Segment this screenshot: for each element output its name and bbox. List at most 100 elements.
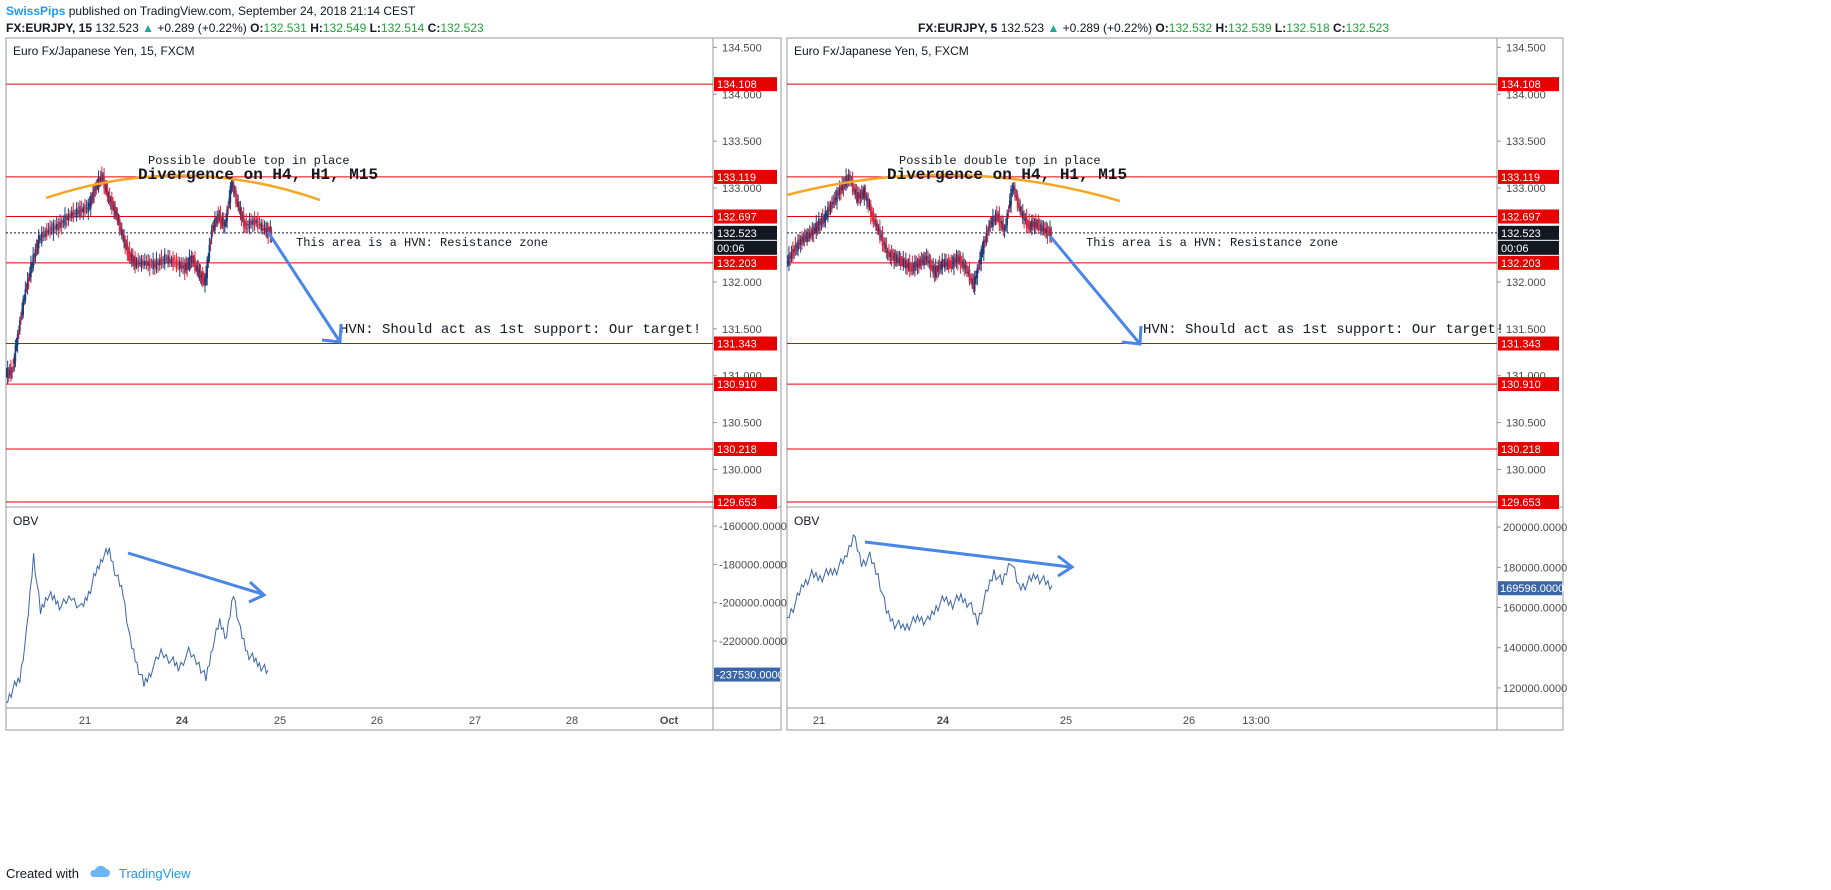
candle-body: [125, 245, 128, 247]
candle-body: [122, 234, 124, 239]
candle-body: [247, 224, 249, 226]
candle-body: [949, 264, 951, 266]
candle-body: [121, 230, 123, 236]
price-tick-label: 133.500: [1506, 136, 1546, 148]
low-value: 132.514: [380, 21, 425, 35]
candle-body: [95, 183, 98, 191]
candle-body: [931, 265, 933, 268]
level-label: 132.697: [717, 212, 757, 224]
candle-body: [959, 255, 962, 267]
candle-body: [957, 254, 959, 264]
candle-body: [1016, 194, 1019, 208]
price-tick-label: 133.000: [1506, 183, 1546, 195]
candle-body: [140, 258, 143, 268]
candle-body: [890, 250, 893, 261]
candle-body: [862, 193, 864, 195]
candle-body: [834, 197, 837, 200]
low-label: L:: [1274, 21, 1287, 35]
candle-body: [88, 203, 91, 207]
candle-body: [1031, 219, 1033, 230]
candle-body: [269, 227, 272, 237]
candle-body: [898, 258, 901, 263]
candle-body: [798, 242, 801, 246]
candle-body: [806, 231, 808, 243]
candle-body: [165, 258, 168, 260]
candle-body: [864, 192, 867, 197]
candle-body: [75, 207, 78, 218]
candle-body: [157, 261, 159, 266]
candle-body: [842, 181, 845, 190]
candle-body: [57, 221, 60, 231]
candle-body: [855, 191, 858, 200]
candle-body: [111, 197, 113, 210]
candle-body: [832, 202, 834, 205]
candle-body: [267, 226, 269, 237]
level-label: 132.203: [717, 258, 757, 270]
footer: Created with TradingView: [6, 865, 191, 882]
candle-body: [831, 202, 833, 210]
candle-body: [827, 206, 829, 219]
candle-body: [892, 256, 894, 258]
candle-body: [815, 222, 818, 234]
candle-body: [114, 206, 116, 214]
candle-body: [248, 218, 251, 229]
candle-body: [34, 249, 37, 258]
candle-body: [266, 228, 268, 234]
candle-body: [836, 190, 838, 203]
candle-body: [115, 210, 118, 217]
chart-pane-1: Euro Fx/Japanese Yen, 15, FXCM 134.500 134…: [5, 37, 787, 731]
candle-body: [45, 228, 48, 237]
candle-body: [258, 224, 261, 226]
candle-body: [189, 259, 192, 263]
candle-body: [1042, 227, 1045, 232]
candle-body: [889, 252, 892, 257]
candle-body: [921, 260, 924, 262]
time-tick-label: 21: [813, 715, 825, 727]
obv-tick-label: 160000.0000: [1503, 603, 1567, 615]
candle-body: [970, 277, 972, 281]
candle-body: [927, 256, 929, 264]
candle-body: [42, 234, 45, 238]
candle-body: [167, 255, 169, 264]
candle-body: [40, 231, 43, 243]
candle-body: [128, 249, 131, 260]
candle-body: [807, 234, 810, 239]
candle-body: [792, 249, 794, 257]
candle-body: [1025, 216, 1028, 228]
candle-body: [82, 206, 85, 213]
candle-body: [837, 192, 840, 196]
candle-body: [976, 267, 979, 278]
candle-body: [12, 366, 15, 369]
candle-body: [244, 222, 246, 226]
candle-body: [92, 191, 94, 200]
candle-body: [215, 220, 217, 224]
candle-body: [59, 221, 61, 228]
candle-body: [190, 256, 193, 263]
level-label-bg: [1498, 255, 1559, 270]
symbol-label[interactable]: FX:EURJPY, 5: [918, 21, 998, 35]
candle-body: [895, 254, 898, 264]
candle-body: [94, 188, 97, 192]
obv-tick-label: -200000.0000: [719, 598, 787, 610]
symbol-label[interactable]: FX:EURJPY, 15: [6, 21, 93, 35]
candle-body: [182, 264, 184, 269]
candle-body: [945, 261, 947, 267]
candle-body: [80, 208, 83, 213]
candle-body: [960, 261, 963, 264]
candle-body: [811, 229, 814, 236]
tradingview-link[interactable]: TradingView: [118, 866, 191, 881]
candle-body: [19, 320, 21, 332]
candle-body: [89, 195, 92, 209]
candle-body: [821, 216, 824, 225]
time-tick-label: 28: [566, 715, 578, 727]
candle-body: [932, 265, 934, 273]
candle-body: [55, 224, 58, 230]
candle-body: [875, 220, 877, 228]
candle-body: [22, 299, 24, 315]
publish-line: SwissPips published on TradingView.com, …: [6, 4, 415, 18]
author-link[interactable]: SwissPips: [6, 4, 66, 18]
close-value: 132.523: [440, 21, 484, 35]
candle-body: [973, 276, 976, 292]
candle-body: [1014, 188, 1016, 197]
